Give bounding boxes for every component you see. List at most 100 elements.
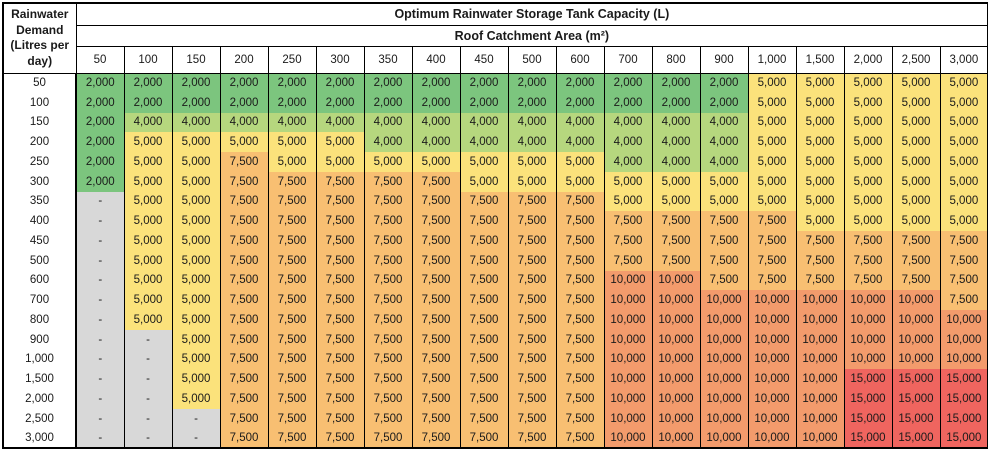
capacity-cell: 2,000 — [603, 73, 653, 93]
capacity-cell: 15,000 — [939, 408, 988, 429]
capacity-cell: 2,000 — [363, 73, 413, 93]
capacity-cell: 7,500 — [651, 211, 701, 231]
capacity-cell: 5,000 — [843, 73, 893, 93]
capacity-cell: 5,000 — [795, 152, 845, 172]
capacity-cell: 7,500 — [555, 290, 605, 310]
capacity-cell: 5,000 — [171, 132, 221, 152]
table-row: 250 2,000 5,000 5,000 7,500 5,000 5,000 5,000 5,… — [3, 152, 988, 172]
capacity-cell: 7,500 — [459, 369, 509, 389]
capacity-cell: 5,000 — [123, 132, 173, 152]
row-header: 700 — [3, 290, 77, 310]
capacity-cell: 4,000 — [699, 132, 749, 152]
capacity-cell: 2,000 — [315, 73, 365, 93]
capacity-cell: 7,500 — [363, 408, 413, 429]
capacity-cell: 7,500 — [507, 428, 557, 449]
capacity-cell: 4,000 — [555, 112, 605, 133]
capacity-cell: 7,500 — [459, 290, 509, 310]
capacity-cell: 7,500 — [267, 369, 317, 389]
capacity-cell: 2,000 — [699, 73, 749, 93]
capacity-cell: 10,000 — [651, 349, 701, 370]
capacity-cell: 5,000 — [795, 171, 845, 192]
capacity-cell: 7,500 — [267, 428, 317, 449]
capacity-cell: 10,000 — [699, 369, 749, 389]
capacity-cell: 7,500 — [315, 171, 365, 192]
capacity-cell: 5,000 — [123, 191, 173, 212]
capacity-cell: 2,000 — [75, 152, 125, 172]
capacity-cell: 7,500 — [459, 191, 509, 212]
capacity-cell: 5,000 — [171, 329, 221, 350]
capacity-cell: 5,000 — [891, 112, 941, 133]
capacity-cell: 7,500 — [939, 270, 988, 291]
capacity-cell: 2,000 — [507, 73, 557, 93]
no-data-cell: - — [75, 211, 125, 231]
capacity-cell: 5,000 — [123, 310, 173, 330]
capacity-cell: 4,000 — [315, 112, 365, 133]
column-header: 2,000 — [843, 45, 893, 74]
no-data-cell: - — [75, 270, 125, 291]
capacity-cell: 4,000 — [363, 132, 413, 152]
capacity-cell: 10,000 — [699, 349, 749, 370]
capacity-cell: 2,000 — [459, 92, 509, 113]
capacity-cell: 10,000 — [795, 389, 845, 409]
capacity-cell: 5,000 — [795, 191, 845, 212]
capacity-cell: 4,000 — [507, 112, 557, 133]
no-data-cell: - — [75, 408, 125, 429]
row-header: 150 — [3, 112, 77, 133]
row-header: 600 — [3, 270, 77, 291]
table-row: 2,500- - -7,500 7,500 7,500 7,500 7,500 7,500 7,… — [3, 408, 988, 429]
capacity-cell: 10,000 — [699, 428, 749, 449]
capacity-cell: 10,000 — [795, 310, 845, 330]
capacity-cell: 2,000 — [75, 92, 125, 113]
capacity-cell: 15,000 — [843, 389, 893, 409]
capacity-cell: 5,000 — [411, 152, 461, 172]
row-header: 50 — [3, 73, 77, 93]
no-data-cell: - — [171, 428, 221, 449]
table-row: 350-5,000 5,000 7,500 7,500 7,500 7,500 7,500 7… — [3, 191, 988, 212]
row-header: 450 — [3, 231, 77, 251]
capacity-cell: 7,500 — [603, 231, 653, 251]
capacity-cell: 7,500 — [555, 329, 605, 350]
capacity-cell: 7,500 — [459, 231, 509, 251]
capacity-cell: 10,000 — [699, 290, 749, 310]
capacity-cell: 4,000 — [459, 132, 509, 152]
capacity-cell: 5,000 — [843, 152, 893, 172]
capacity-cell: 7,500 — [315, 428, 365, 449]
capacity-cell: 2,000 — [75, 132, 125, 152]
capacity-cell: 10,000 — [795, 290, 845, 310]
capacity-cell: 2,000 — [267, 73, 317, 93]
column-header: 3,000 — [939, 45, 988, 74]
capacity-cell: 10,000 — [603, 428, 653, 449]
capacity-cell: 5,000 — [939, 112, 988, 133]
capacity-cell: 5,000 — [795, 112, 845, 133]
column-header: 250 — [267, 45, 317, 74]
capacity-cell: 7,500 — [315, 250, 365, 271]
capacity-cell: 5,000 — [747, 92, 797, 113]
capacity-cell: 4,000 — [507, 132, 557, 152]
no-data-cell: - — [75, 310, 125, 330]
capacity-cell: 7,500 — [267, 211, 317, 231]
capacity-cell: 5,000 — [891, 191, 941, 212]
capacity-cell: 2,000 — [75, 112, 125, 133]
capacity-cell: 5,000 — [651, 171, 701, 192]
column-header: 400 — [411, 45, 461, 74]
capacity-cell: 10,000 — [891, 349, 941, 370]
no-data-cell: - — [75, 389, 125, 409]
capacity-cell: 5,000 — [891, 152, 941, 172]
capacity-cell: 7,500 — [363, 369, 413, 389]
capacity-cell: 2,000 — [699, 92, 749, 113]
capacity-cell: 2,000 — [171, 73, 221, 93]
capacity-cell: 10,000 — [747, 369, 797, 389]
capacity-cell: 7,500 — [315, 191, 365, 212]
capacity-cell: 7,500 — [555, 389, 605, 409]
capacity-cell: 7,500 — [555, 211, 605, 231]
capacity-cell: 7,500 — [219, 211, 269, 231]
capacity-cell: 7,500 — [603, 250, 653, 271]
capacity-cell: 7,500 — [843, 250, 893, 271]
capacity-cell: 5,000 — [555, 171, 605, 192]
capacity-cell: 7,500 — [267, 389, 317, 409]
no-data-cell: - — [75, 191, 125, 212]
capacity-cell: 10,000 — [651, 329, 701, 350]
capacity-cell: 7,500 — [363, 171, 413, 192]
capacity-cell: 5,000 — [171, 290, 221, 310]
capacity-cell: 7,500 — [795, 250, 845, 271]
